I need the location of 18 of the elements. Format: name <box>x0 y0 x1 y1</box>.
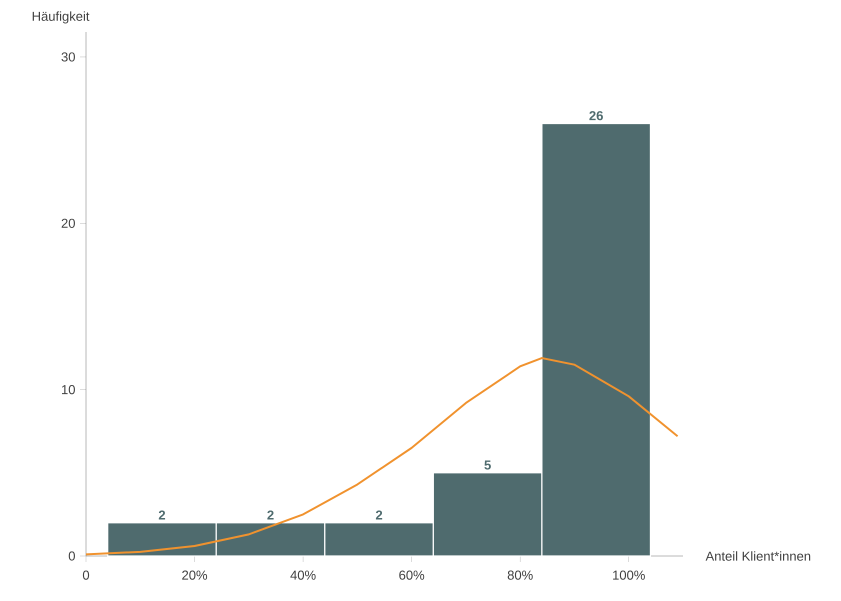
x-tick-label: 40% <box>290 570 316 580</box>
line-series <box>85 357 679 556</box>
x-tick-label: 80% <box>508 570 533 580</box>
x-tick-label: 0 <box>82 570 90 580</box>
x-tick-label: 20% <box>182 570 208 580</box>
y-axis-title: Häufigkeit <box>32 11 90 24</box>
x-tick-label: 100% <box>613 570 645 580</box>
y-tick-label: 20 <box>62 218 75 228</box>
data-label: 5 <box>484 460 491 470</box>
data-label: 2 <box>376 510 382 520</box>
data-label: 2 <box>158 510 166 520</box>
x-axis-title: Anteil Klient*innen <box>706 551 810 561</box>
x-tick-label: 60% <box>399 570 424 580</box>
y-tick-label: 0 <box>68 551 75 561</box>
y-tick-label: 30 <box>62 52 75 62</box>
data-label: 26 <box>589 111 603 120</box>
data-label: 2 <box>267 510 274 520</box>
y-tick-label: 10 <box>62 385 75 394</box>
